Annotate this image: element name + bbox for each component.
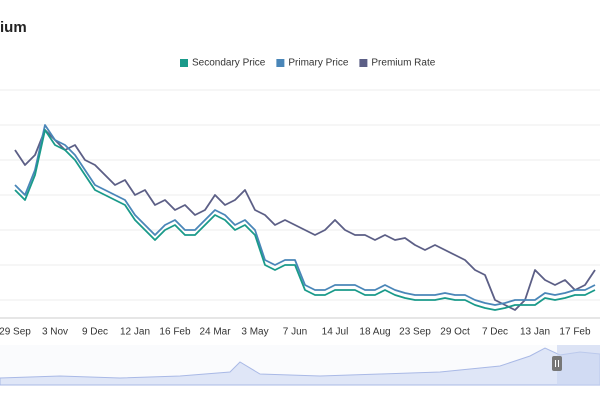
x-tick-label: 18 Aug (359, 327, 390, 338)
x-tick-label: 29 Oct (440, 327, 470, 338)
x-tick-label: 7 Jun (283, 327, 307, 338)
legend-label: Primary Price (288, 58, 348, 69)
x-tick-label: 13 Jan (520, 327, 550, 338)
x-tick-label: 9 Dec (82, 327, 108, 338)
legend-label: Secondary Price (192, 58, 266, 69)
legend-swatch (359, 59, 368, 67)
x-tick-label: 29 Sep (0, 327, 31, 338)
x-tick-label: 17 Feb (559, 327, 591, 338)
x-tick-label: 16 Feb (159, 327, 191, 338)
series-line (14, 129, 596, 311)
navigator (0, 345, 600, 386)
series-line (14, 129, 596, 311)
x-tick-label: 23 Sep (399, 327, 431, 338)
x-tick-label: 24 Mar (199, 327, 231, 338)
legend-swatch (276, 59, 285, 67)
grid (0, 89, 600, 301)
x-tick-label: 3 Nov (42, 327, 68, 338)
x-tick-label: 7 Dec (482, 327, 508, 338)
legend: Secondary Price Primary Price Premium Rate (180, 58, 436, 69)
x-tick-label: 3 May (241, 327, 268, 338)
x-tick-label: 14 Jul (322, 327, 349, 338)
chart-title: ium (0, 19, 27, 36)
legend-label: Premium Rate (371, 58, 435, 69)
x-tick-label: 12 Jan (120, 327, 150, 338)
legend-swatch (180, 59, 188, 67)
series-line (14, 124, 596, 306)
